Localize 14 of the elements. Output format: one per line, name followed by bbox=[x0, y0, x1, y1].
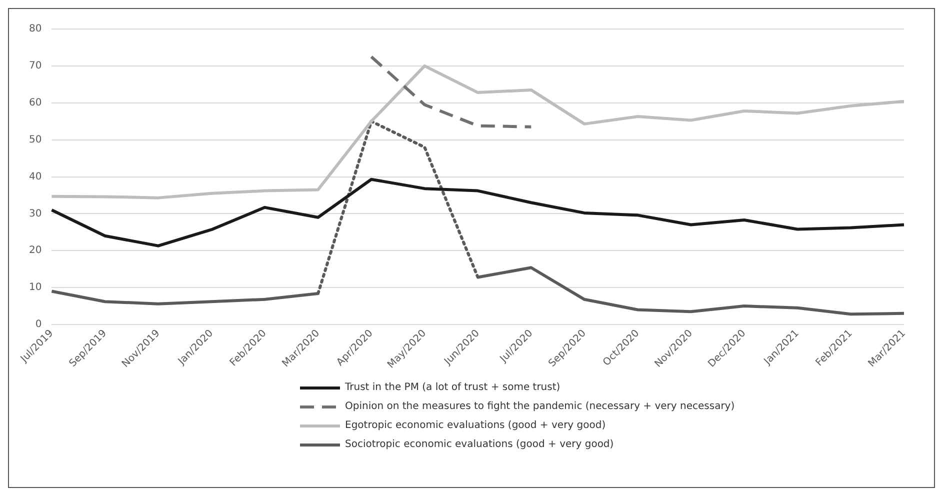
legend-label: Sociotropic economic evaluations (good + very good) bbox=[345, 439, 614, 450]
y-tick-label: 20 bbox=[28, 245, 42, 256]
y-tick-label: 0 bbox=[35, 319, 42, 330]
y-tick-label: 70 bbox=[28, 60, 42, 72]
y-tick-label: 60 bbox=[28, 97, 42, 108]
legend-label: Egotropic economic evaluations (good + very good) bbox=[345, 420, 606, 431]
y-tick-label: 50 bbox=[28, 134, 42, 146]
y-tick-label: 80 bbox=[28, 24, 42, 35]
line-series bbox=[370, 55, 533, 128]
y-tick-label: 10 bbox=[28, 282, 42, 294]
legend-label: Trust in the PM (a lot of trust + some trust) bbox=[345, 382, 560, 393]
y-tick-label: 30 bbox=[28, 208, 42, 220]
legend-label: Opinion on the measures to fight the pandemic (necessary + very necessary) bbox=[345, 401, 735, 412]
y-tick-label: 40 bbox=[28, 171, 42, 182]
